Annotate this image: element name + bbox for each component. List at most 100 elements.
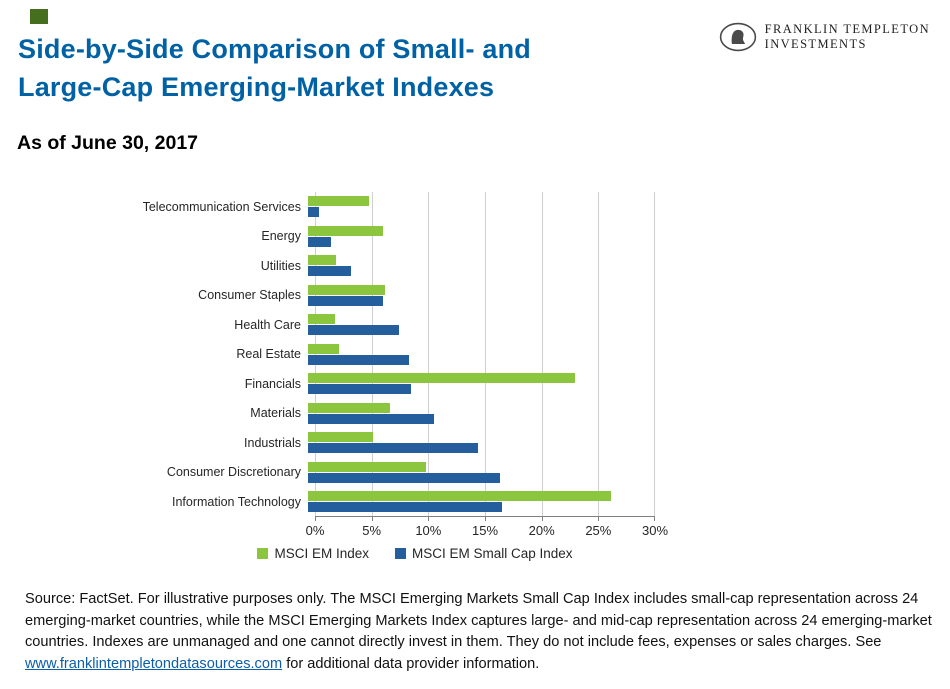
chart-row: Utilities: [100, 251, 660, 281]
bar-msci-em-index: [308, 491, 611, 501]
source-text-before: Source: FactSet. For illustrative purpos…: [25, 591, 932, 650]
chart-rows: Telecommunication Services Energy Utilitie…: [100, 192, 660, 517]
gridline: [541, 192, 543, 516]
x-tick-label: 25%: [585, 523, 612, 538]
category-label: Information Technology: [171, 494, 301, 509]
x-tick-label: 5%: [362, 523, 382, 538]
category-label: Materials: [250, 406, 301, 421]
x-tick-mark: [654, 517, 655, 521]
x-tick-mark: [541, 517, 543, 521]
x-tick-label: 0%: [305, 523, 325, 538]
source-text-after: for additional data provider information…: [282, 655, 540, 672]
chart-grid: [315, 192, 655, 517]
chart-row: Consumer Staples: [100, 281, 660, 311]
category-label: Real Estate: [236, 347, 301, 362]
category-label: Utilities: [260, 258, 301, 273]
x-tick-mark: [315, 517, 316, 521]
bar-msci-em-index: [308, 255, 337, 265]
bar-msci-em-index: [308, 461, 426, 472]
gridline: [654, 192, 655, 516]
chart-plot: [308, 310, 648, 340]
bar-msci-em-small-cap-index: [308, 472, 500, 483]
bar-msci-em-small-cap-index: [308, 502, 502, 512]
source-note: Source: FactSet. For illustrative purpos…: [25, 589, 933, 675]
gridline: [428, 192, 430, 516]
gridline: [371, 192, 373, 516]
gridline: [315, 192, 316, 516]
category-label: Financials: [244, 376, 301, 391]
gridline: [598, 192, 600, 516]
category-label: Health Care: [234, 317, 301, 332]
brand-name: FRANKLIN TEMPLETON INVESTMENTS: [765, 22, 930, 52]
chart-legend: MSCI EM Index MSCI EM Small Cap Index: [155, 546, 675, 561]
x-tick-label: 15%: [471, 523, 499, 538]
bar-msci-em-index: [308, 225, 383, 236]
chart-plot: [308, 428, 648, 458]
category-label: Consumer Discretionary: [166, 465, 301, 480]
page-title: Side-by-Side Comparison of Small- and La…: [18, 30, 531, 106]
chart-row: Telecommunication Services: [100, 192, 660, 222]
x-tick-mark: [428, 517, 430, 521]
category-label: Telecommunication Services: [142, 199, 301, 214]
chart-row: Materials: [100, 399, 660, 429]
franklin-head-icon: [719, 22, 757, 52]
category-label: Consumer Staples: [198, 288, 301, 303]
data-sources-link[interactable]: www.franklintempletondatasources.com: [25, 655, 283, 672]
chart-row: Industrials: [100, 428, 660, 458]
chart-plot: [308, 487, 648, 517]
chart-plot: [308, 399, 648, 429]
bar-msci-em-small-cap-index: [308, 413, 434, 424]
bar-msci-em-small-cap-index: [308, 443, 478, 453]
chart-row: Energy: [100, 222, 660, 252]
as-of-date: As of June 30, 2017: [17, 132, 199, 154]
brand-name-line-1: FRANKLIN TEMPLETON: [764, 22, 930, 36]
brand-accent-square: [30, 9, 48, 24]
chart-plot: [308, 369, 648, 399]
chart-row: Consumer Discretionary: [100, 458, 660, 488]
bar-msci-em-small-cap-index: [308, 207, 320, 217]
x-tick-label: 20%: [528, 523, 555, 538]
x-axis: 0% 5% 10% 15% 20% 25% 30%: [306, 517, 668, 543]
chart-plot: [308, 458, 648, 488]
chart-row: Health Care: [100, 310, 660, 340]
legend-swatch-msci-em-index: [257, 548, 269, 559]
chart-plot: [308, 251, 648, 281]
legend-label: MSCI EM Index: [274, 546, 369, 561]
chart-plot: [308, 340, 648, 370]
bar-msci-em-index: [308, 432, 373, 442]
bar-msci-em-index: [308, 196, 370, 206]
title-line-2: Large-Cap Emerging-Market Indexes: [18, 72, 495, 102]
bar-msci-em-index: [308, 402, 390, 413]
legend-item-msci-em-index: MSCI EM Index: [257, 546, 369, 561]
bar-msci-em-index: [308, 343, 339, 354]
x-tick-mark: [371, 517, 373, 521]
x-tick-label: 10%: [415, 523, 442, 538]
chart-row: Information Technology: [100, 487, 660, 517]
bar-msci-em-index: [308, 373, 576, 383]
category-label: Industrials: [244, 435, 301, 450]
bar-msci-em-small-cap-index: [308, 236, 331, 247]
chart-plot: [308, 222, 648, 252]
chart-row: Real Estate: [100, 340, 660, 370]
x-tick-mark: [485, 517, 486, 521]
brand-logo: FRANKLIN TEMPLETON INVESTMENTS: [719, 22, 930, 52]
bar-msci-em-small-cap-index: [308, 354, 409, 365]
brand-name-line-2: INVESTMENTS: [764, 37, 867, 51]
legend-label: MSCI EM Small Cap Index: [411, 546, 573, 561]
bar-msci-em-index: [308, 314, 336, 324]
bar-msci-em-index: [308, 284, 386, 295]
title-line-1: Side-by-Side Comparison of Small- and: [18, 34, 531, 64]
bar-msci-em-small-cap-index: [308, 384, 412, 394]
x-tick-mark: [598, 517, 600, 521]
gridline: [485, 192, 486, 516]
x-tick-label: 30%: [641, 523, 669, 538]
bar-msci-em-small-cap-index: [308, 295, 383, 306]
chart-plot: [308, 192, 648, 222]
chart-plot: [308, 281, 648, 311]
sector-weights-bar-chart: Telecommunication Services Energy Utilitie…: [100, 192, 668, 561]
chart-row: Financials: [100, 369, 660, 399]
category-label: Energy: [261, 229, 301, 244]
legend-item-msci-em-small-cap-index: MSCI EM Small Cap Index: [394, 546, 573, 561]
legend-swatch-msci-em-small-cap-index: [394, 548, 406, 559]
